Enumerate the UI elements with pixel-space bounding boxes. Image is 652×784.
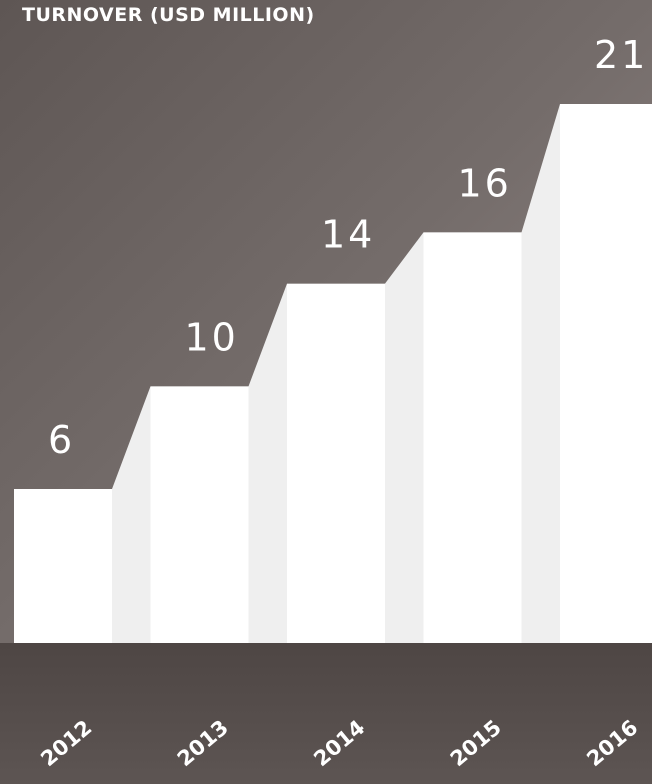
axis-band <box>0 643 652 784</box>
tick-label-2014: 2014 <box>309 715 369 771</box>
value-label-2014: 14 <box>321 213 375 257</box>
bar-2016 <box>560 104 652 643</box>
tick-label-2013: 2013 <box>173 715 233 771</box>
chart-title: TURNOVER (USD MILLION) <box>22 4 315 26</box>
connector-2013-2014 <box>248 283 287 643</box>
tick-label-2015: 2015 <box>446 715 506 771</box>
connector-2015-2016 <box>521 104 560 643</box>
bar-2015 <box>423 232 522 644</box>
connector-2012-2013 <box>112 386 151 643</box>
tick-label-2012: 2012 <box>36 715 96 771</box>
value-label-2012: 6 <box>48 418 75 462</box>
bar-2014 <box>287 283 385 643</box>
value-label-2013: 10 <box>185 315 239 359</box>
tick-label-2016: 2016 <box>582 715 642 771</box>
value-label-2015: 16 <box>458 161 512 205</box>
connector-2014-2015 <box>385 232 424 644</box>
bar-2013 <box>150 386 249 643</box>
value-label-2016: 21 <box>594 33 648 77</box>
bar-2012 <box>14 489 112 643</box>
